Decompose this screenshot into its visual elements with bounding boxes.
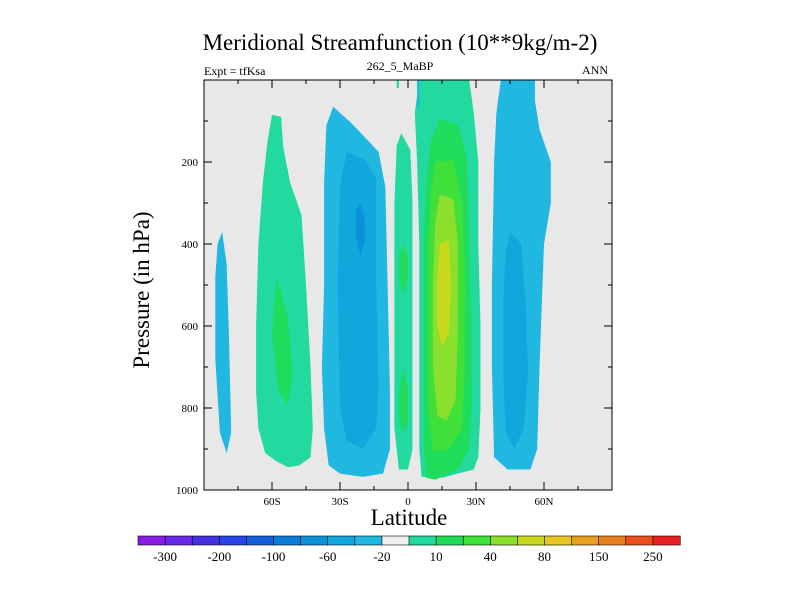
colorbar-swatch	[435, 535, 464, 546]
colorbar-swatch	[137, 535, 166, 546]
colorbar-label: -20	[373, 549, 390, 564]
colorbar-swatch	[408, 535, 437, 546]
colorbar-swatch	[219, 535, 248, 546]
colorbar-label: -100	[262, 549, 286, 564]
colorbar-swatch	[544, 535, 573, 546]
northern-ferrel-cell-inner	[503, 231, 529, 449]
colorbar-swatch	[246, 535, 275, 546]
colorbar-swatch	[517, 535, 546, 546]
season-label: ANN	[582, 63, 608, 77]
colorbar-swatch	[489, 535, 518, 546]
colorbar-label: -200	[207, 549, 231, 564]
colorbar-label: 80	[538, 549, 551, 564]
contour-regions	[215, 80, 551, 480]
colorbar-swatch	[191, 535, 220, 546]
colorbar-swatch	[300, 535, 329, 546]
x-tick-label: 30S	[331, 496, 348, 508]
equatorial-cell-upper-core	[398, 244, 408, 294]
southern-polar-cell-outer	[215, 231, 232, 454]
axes: 60S 30S 0 30N 60N 200 400 600 800 1000	[176, 80, 612, 508]
x-axis-label: Latitude	[370, 505, 448, 530]
y-tick-label: 600	[182, 321, 199, 333]
experiment-label: Expt = tfKsa	[204, 64, 266, 78]
equatorial-cell-outer	[394, 133, 413, 470]
colorbar-label: 10	[430, 549, 443, 564]
chart-title: Meridional Streamfunction (10**9kg/m-2)	[202, 30, 598, 55]
colorbar-label: -60	[319, 549, 336, 564]
colorbar-swatch	[625, 535, 654, 546]
x-tick-label: 30N	[467, 496, 486, 508]
colorbar-swatch	[327, 535, 356, 546]
southern-hadley-cell-middle	[337, 151, 379, 450]
colorbar-swatch	[462, 535, 491, 546]
y-tick-label: 200	[182, 157, 199, 169]
colorbar-swatch	[652, 535, 681, 546]
colorbar-swatch	[273, 535, 302, 546]
northern-hadley-cell-core	[437, 239, 452, 347]
run-id-label: 262_5_MaBP	[366, 59, 434, 73]
colorbar-swatch	[381, 535, 410, 546]
colorbar-swatch	[598, 535, 627, 546]
southern-ferrel-cell-inner	[272, 276, 293, 404]
colorbar-swatch	[571, 535, 600, 546]
y-tick-label: 800	[182, 403, 199, 415]
x-tick-label: 0	[405, 496, 411, 508]
y-tick-label: 400	[182, 239, 199, 251]
colorbar-label: -300	[153, 549, 177, 564]
southern-hadley-cell-core	[355, 203, 365, 257]
top-thin-contour-a	[417, 80, 420, 109]
x-tick-label: 60S	[263, 496, 280, 508]
southern-ferrel-cell-outer	[256, 114, 313, 468]
colorbar-label: 40	[484, 549, 497, 564]
top-thin-contour-b	[396, 80, 399, 89]
colorbar-swatch	[164, 535, 193, 546]
colorbar: -300 -200 -100 -60 -20 10 40 80 150 250	[137, 535, 681, 564]
equatorial-cell-lower-core	[398, 367, 408, 433]
x-tick-label: 60N	[535, 496, 554, 508]
colorbar-label: 150	[589, 549, 609, 564]
colorbar-label: 250	[643, 549, 663, 564]
colorbar-swatch	[354, 535, 383, 546]
y-tick-label: 1000	[176, 485, 199, 497]
